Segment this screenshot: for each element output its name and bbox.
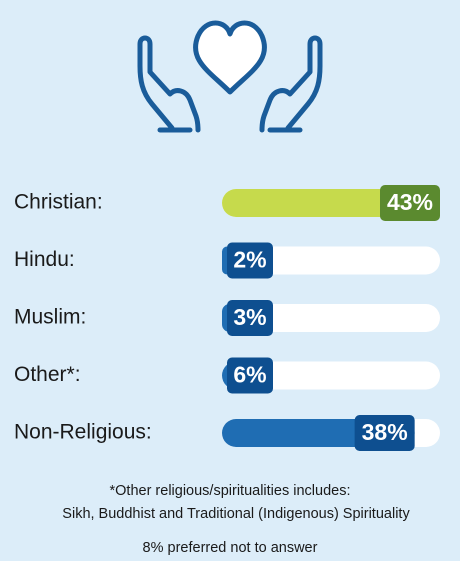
hands-heart-icon (137, 20, 323, 133)
value-label: 6% (233, 362, 266, 388)
footnote: Sikh, Buddhist and Traditional (Indigeno… (62, 506, 410, 522)
category-label: Other*: (14, 363, 81, 386)
value-label-box (227, 242, 273, 279)
bar-track (222, 246, 440, 275)
value-label: 43% (387, 189, 433, 215)
category-label: Non-Religious: (14, 421, 152, 444)
bar-track (222, 361, 440, 390)
value-label: 2% (233, 247, 266, 273)
value-label: 38% (362, 419, 408, 445)
category-label: Christian: (14, 191, 103, 214)
bar-track (222, 304, 440, 332)
category-label: Hindu: (14, 248, 75, 271)
footnote: *Other religious/spiritualities includes… (110, 483, 351, 499)
bars: Christian: 43% Hindu: 2% Muslim: 3% Other*: 6% N… (14, 185, 440, 451)
value-label-box (380, 185, 440, 221)
footnote: 8% preferred not to answer (143, 540, 318, 556)
value-label-box (227, 300, 273, 336)
category-label: Muslim: (14, 306, 86, 329)
value-label: 3% (233, 304, 266, 330)
value-label-box (227, 357, 273, 394)
value-label-box (354, 415, 415, 451)
